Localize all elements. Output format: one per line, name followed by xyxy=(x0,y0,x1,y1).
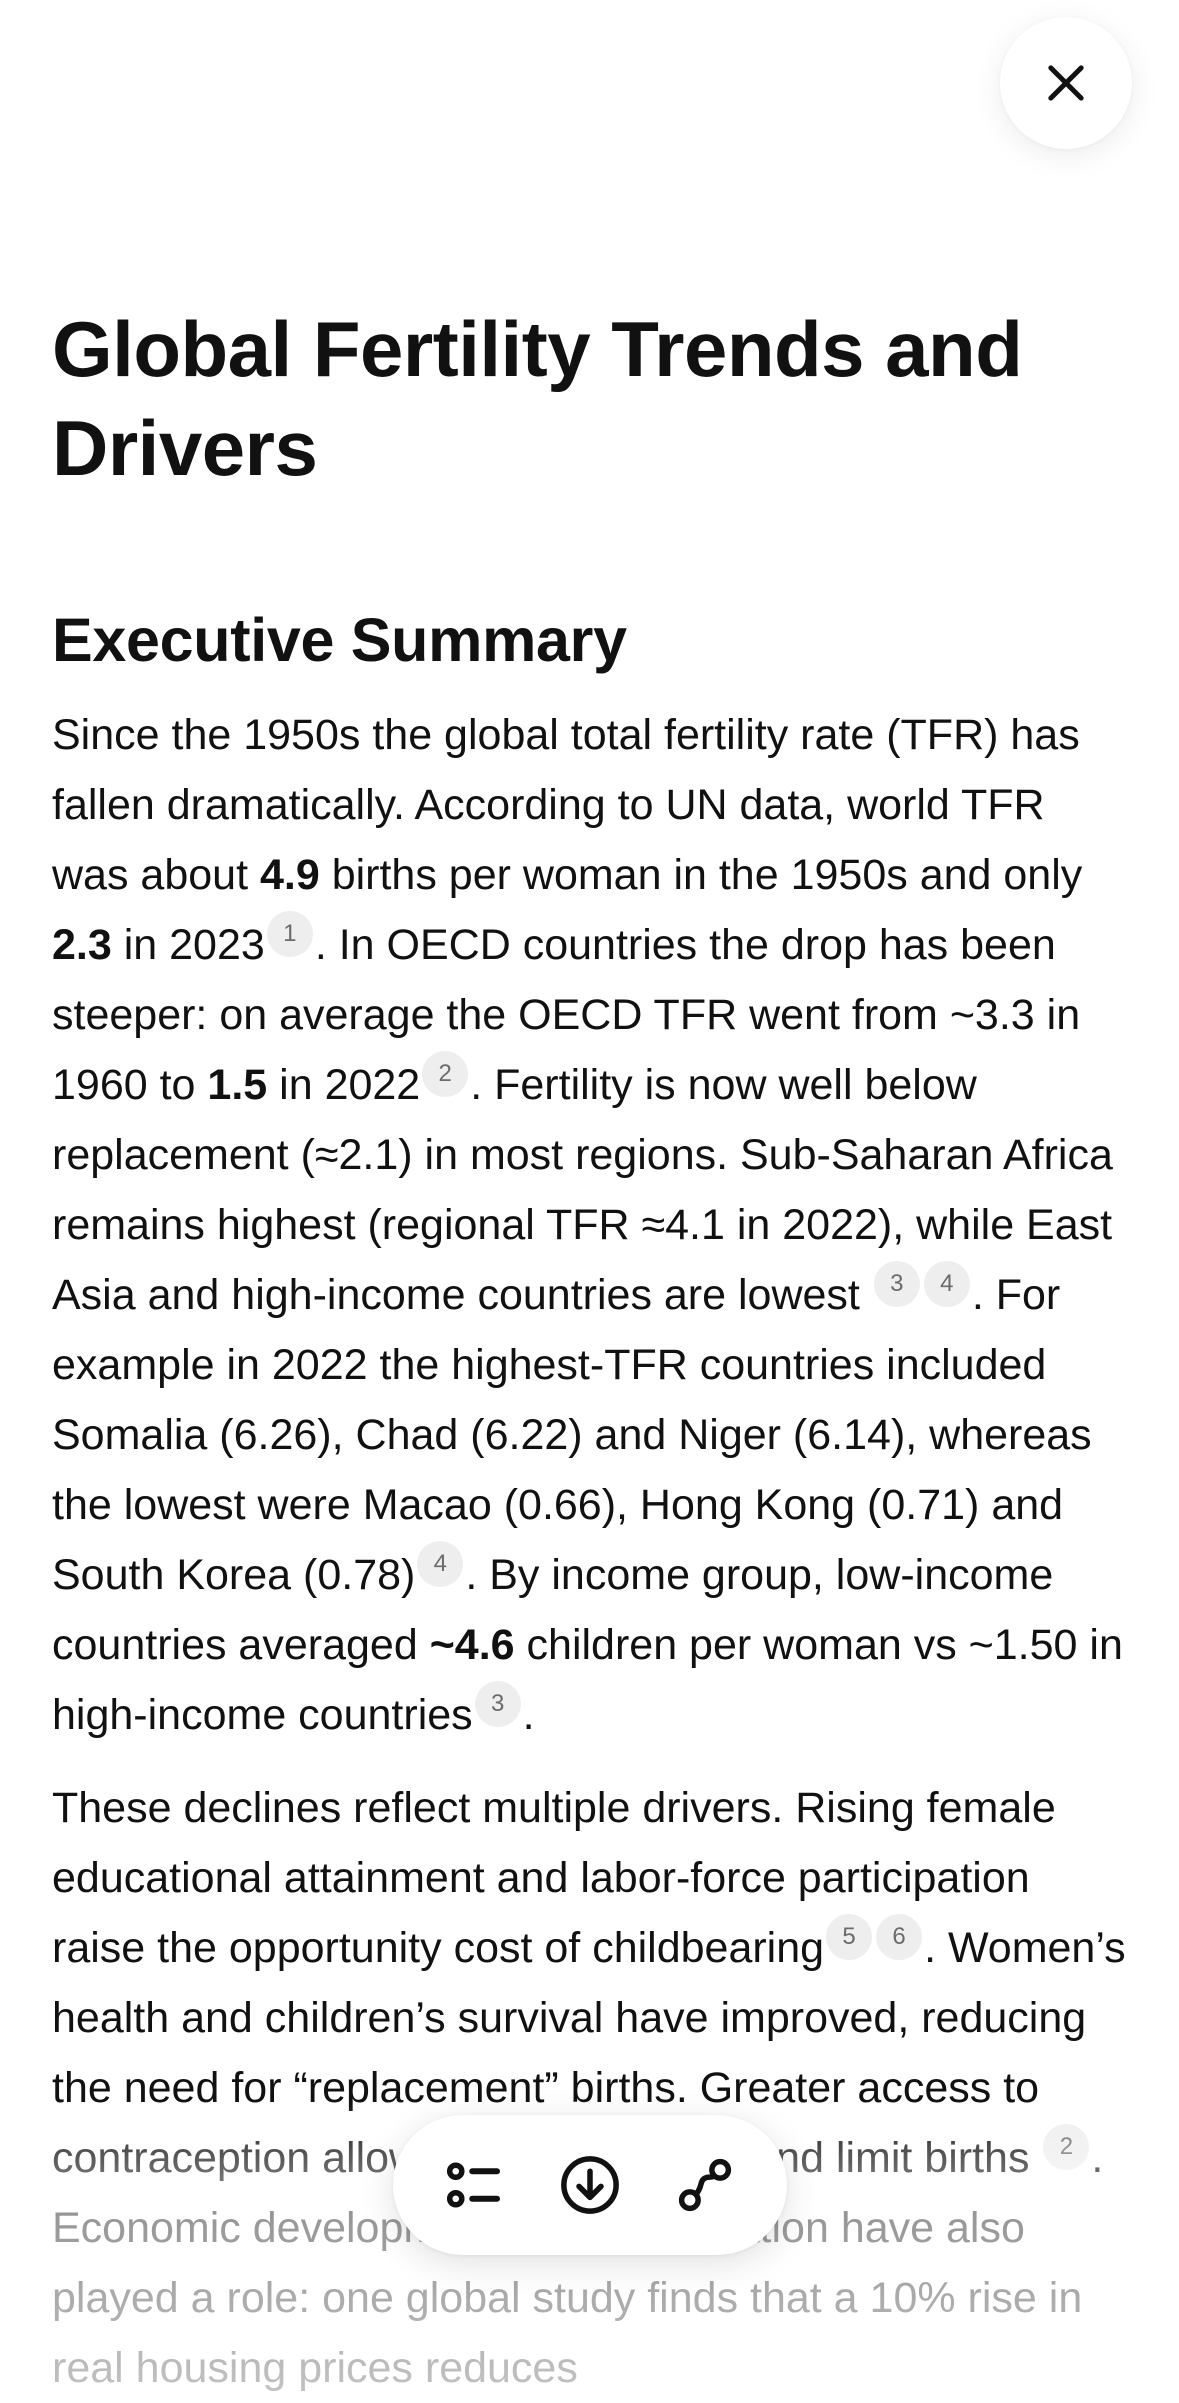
link-icon xyxy=(679,2158,732,2212)
text-segment: . In OECD countries the drop has been st… xyxy=(52,921,1081,1109)
text-segment: in 2022 xyxy=(267,1061,421,1109)
document-content: Global Fertility Trends and Drivers Exec… xyxy=(52,300,1132,2403)
section-heading: Executive Summary xyxy=(52,606,627,674)
citation-badge[interactable]: 4 xyxy=(417,1541,464,1587)
document-title: Global Fertility Trends and Drivers xyxy=(52,305,1023,492)
list-outline-icon xyxy=(446,2162,500,2208)
text-segment: births per woman in the 1950s and only xyxy=(319,851,1083,899)
text-segment: . For example in 2022 the highest-TFR co… xyxy=(52,1271,1092,1599)
outline-button[interactable] xyxy=(435,2145,515,2225)
citation-badge[interactable]: 2 xyxy=(422,1051,469,1097)
citation-badge[interactable]: 3 xyxy=(474,1681,521,1727)
download-icon xyxy=(561,2156,619,2214)
text-segment: Since the 1950s the global total fertili… xyxy=(52,711,1080,899)
share-link-button[interactable] xyxy=(665,2145,745,2225)
paragraph-2: These declines reflect multiple drivers.… xyxy=(52,1773,1132,2403)
text-segment: in 2023 xyxy=(111,921,265,969)
text-segment: These declines reflect multiple drivers.… xyxy=(52,1784,1056,1972)
text-segment: . Fertility is now well below replacemen… xyxy=(52,1061,1113,1319)
close-icon xyxy=(1048,65,1084,101)
citation-badge[interactable]: 1 xyxy=(266,911,313,957)
paragraph-1: Since the 1950s the global total fertili… xyxy=(52,700,1132,1750)
citation-badge[interactable]: 2 xyxy=(1043,2124,1090,2170)
citation-badge[interactable]: 4 xyxy=(923,1261,970,1307)
floating-toolbar xyxy=(393,2115,787,2255)
download-button[interactable] xyxy=(550,2145,630,2225)
text-segment: . By income group, low-income countries … xyxy=(52,1551,1054,1669)
highlight-value: 1.5 xyxy=(207,1061,268,1109)
close-button[interactable] xyxy=(1000,17,1132,149)
citation-badge[interactable]: 6 xyxy=(876,1914,923,1960)
highlight-value: 2.3 xyxy=(52,921,112,969)
text-segment: . xyxy=(522,1691,535,1739)
highlight-value: ~4.6 xyxy=(429,1621,515,1669)
text-segment: children per woman vs ~1.50 in high-inco… xyxy=(52,1621,1123,1739)
citation-badge[interactable]: 5 xyxy=(826,1914,873,1960)
highlight-value: 4.9 xyxy=(259,851,320,899)
citation-badge[interactable]: 3 xyxy=(873,1261,920,1307)
